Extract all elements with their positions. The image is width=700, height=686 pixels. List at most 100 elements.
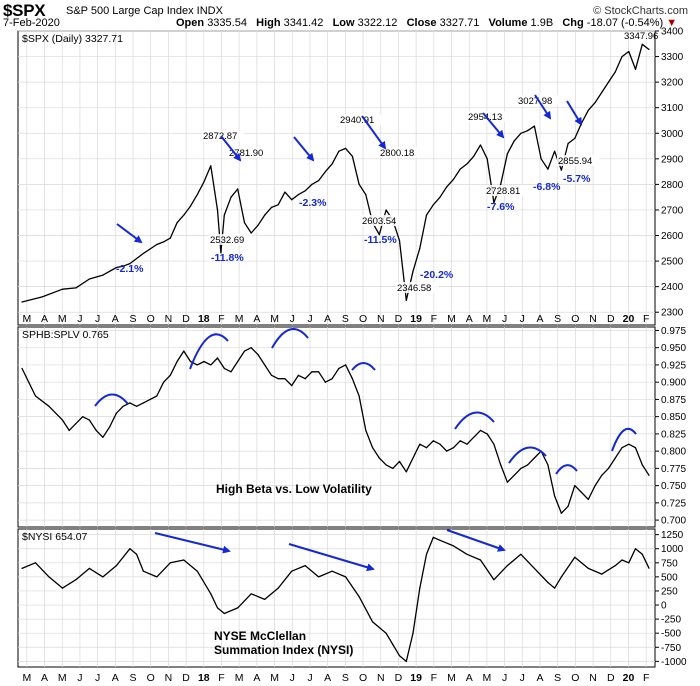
data-point bbox=[648, 48, 650, 51]
data-point bbox=[493, 443, 495, 445]
data-point bbox=[183, 559, 185, 561]
month-label-price: O bbox=[571, 313, 579, 325]
top-arc bbox=[508, 446, 547, 464]
data-point bbox=[594, 102, 596, 104]
y-tick-label: 0.900 bbox=[661, 378, 686, 389]
month-label-price: O bbox=[147, 313, 155, 325]
data-point bbox=[540, 158, 542, 160]
high-value: 3341.42 bbox=[283, 17, 324, 29]
month-label: D bbox=[607, 672, 615, 684]
data-point bbox=[196, 570, 198, 572]
data-point bbox=[432, 204, 434, 206]
nysi-panel: -1000 -750 -500 -250 0 250 500 750 1000 1250 $NYSI… bbox=[17, 528, 687, 668]
month-label-price: J bbox=[502, 313, 507, 325]
price-value-label: 2728.81 bbox=[486, 186, 520, 197]
data-point bbox=[634, 447, 637, 449]
data-point bbox=[203, 360, 205, 363]
data-point bbox=[533, 125, 536, 127]
y-tick-label: 2600 bbox=[661, 231, 684, 242]
price-value-label: 2346.58 bbox=[397, 283, 431, 294]
data-point bbox=[338, 367, 340, 369]
data-point bbox=[311, 371, 313, 373]
trend-arrow bbox=[566, 100, 583, 126]
price-value-label: 2800.18 bbox=[380, 148, 414, 159]
symbol-name: S&P 500 Large Cap Index INDX bbox=[66, 5, 223, 17]
data-point bbox=[169, 374, 171, 376]
data-point bbox=[169, 237, 171, 239]
month-label-price: M bbox=[22, 313, 31, 325]
y-tick-label: 250 bbox=[661, 586, 678, 597]
month-label: A bbox=[324, 672, 331, 684]
data-point bbox=[547, 168, 549, 170]
brand-label[interactable]: © StockCharts.com bbox=[593, 5, 688, 17]
data-point bbox=[176, 360, 178, 363]
month-label: M bbox=[58, 672, 67, 684]
data-point bbox=[439, 443, 441, 445]
data-point bbox=[520, 553, 522, 555]
data-point bbox=[479, 559, 482, 561]
top-arc bbox=[94, 393, 129, 407]
data-point bbox=[432, 536, 434, 539]
data-point bbox=[466, 553, 468, 555]
data-point bbox=[466, 443, 468, 445]
data-point bbox=[223, 367, 225, 369]
data-point bbox=[284, 191, 286, 193]
data-point bbox=[324, 171, 326, 173]
data-point bbox=[425, 553, 428, 555]
data-point bbox=[479, 429, 482, 431]
data-point bbox=[378, 234, 380, 236]
data-point bbox=[115, 412, 117, 414]
data-point bbox=[250, 593, 252, 595]
top-arc bbox=[454, 411, 495, 430]
data-point bbox=[648, 567, 650, 569]
y-tick-label: 2800 bbox=[661, 180, 684, 191]
y-tick-label: 3200 bbox=[661, 78, 684, 89]
month-label: 20 bbox=[623, 672, 635, 684]
y-tick-label: 3100 bbox=[661, 103, 684, 114]
month-label: N bbox=[165, 672, 173, 684]
y-tick-label: 3400 bbox=[661, 27, 684, 38]
data-point bbox=[351, 155, 353, 157]
data-point bbox=[318, 576, 320, 578]
data-point bbox=[129, 402, 131, 404]
symbol-title: $SPX bbox=[3, 1, 46, 20]
y-tick-label: -250 bbox=[661, 615, 681, 626]
month-label: A bbox=[253, 672, 260, 684]
data-point bbox=[648, 474, 650, 476]
price-value-label: 2954.13 bbox=[468, 112, 502, 123]
chg-value: -18.07 (-0.54%) bbox=[586, 17, 664, 29]
y-tick-label: 500 bbox=[661, 572, 678, 583]
month-label-price: D bbox=[607, 313, 615, 325]
data-point bbox=[291, 570, 293, 572]
data-point bbox=[358, 183, 360, 185]
data-point bbox=[500, 464, 502, 466]
data-point bbox=[365, 429, 367, 431]
data-point bbox=[398, 240, 401, 242]
month-label-price: N bbox=[165, 313, 173, 325]
data-point bbox=[338, 150, 340, 152]
month-label: O bbox=[571, 672, 579, 684]
value-label-bg bbox=[467, 111, 510, 122]
panel-title: $NYSI 654.07 bbox=[22, 531, 88, 543]
trend-arrow bbox=[482, 112, 505, 139]
panel-frame bbox=[17, 528, 656, 668]
month-label-price: M bbox=[58, 313, 67, 325]
data-point bbox=[432, 440, 434, 442]
y-tick-label: -750 bbox=[661, 643, 681, 654]
month-label-price: S bbox=[342, 313, 349, 325]
data-point bbox=[156, 243, 158, 246]
price-panel: 2300 2400 2500 2600 2700 2800 2900 3000 3100 3200… bbox=[17, 27, 684, 326]
data-point bbox=[230, 196, 232, 198]
value-label-bg bbox=[485, 185, 528, 196]
drawdown-pct-label: -6.8% bbox=[533, 181, 561, 193]
data-point bbox=[358, 596, 360, 598]
data-point bbox=[392, 643, 394, 646]
data-point bbox=[88, 419, 90, 421]
data-point bbox=[183, 350, 185, 352]
data-point bbox=[277, 587, 279, 589]
data-point bbox=[109, 426, 111, 428]
data-point bbox=[203, 181, 205, 183]
data-point bbox=[628, 50, 630, 53]
y-tick-label: 750 bbox=[661, 558, 678, 569]
data-point bbox=[189, 360, 192, 363]
